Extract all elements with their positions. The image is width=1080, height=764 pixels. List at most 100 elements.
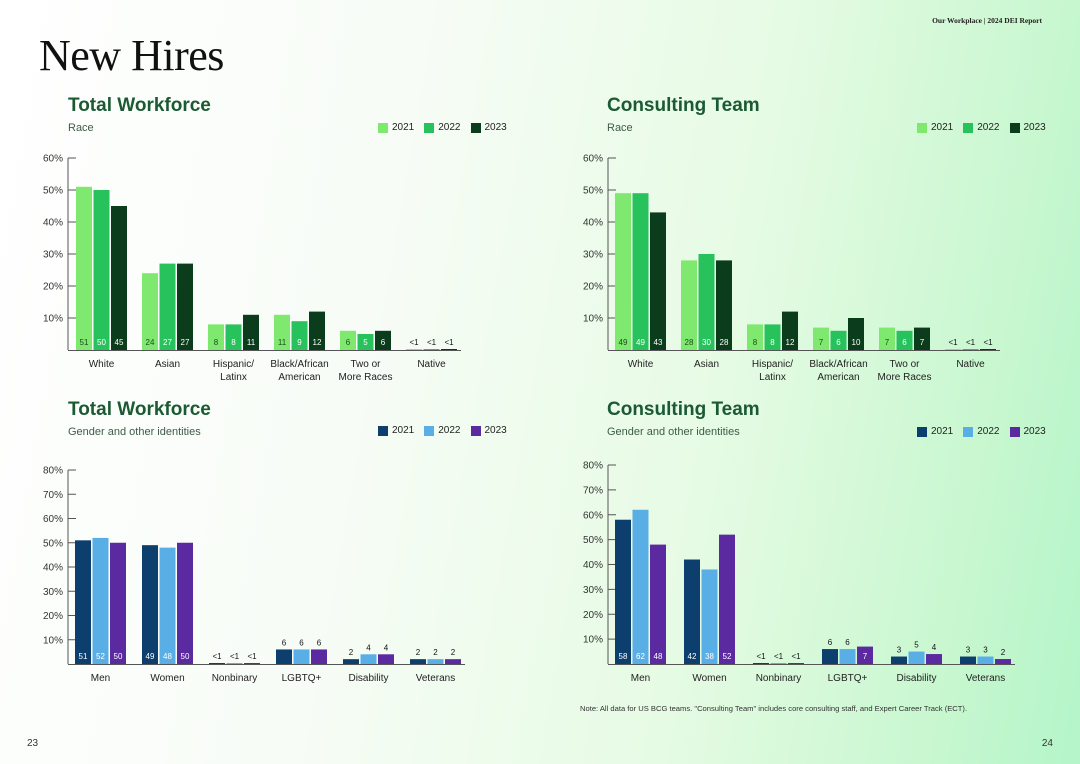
bar: [177, 263, 193, 350]
bar: [76, 186, 92, 350]
category-label: American: [278, 372, 320, 383]
bar-value-label: 51: [80, 338, 89, 347]
page-number-left: 23: [27, 738, 39, 749]
bar-value-label: 48: [163, 652, 172, 661]
bar: [684, 559, 700, 664]
chart-subtitle: Gender and other identities: [607, 426, 740, 438]
footnote: Note: All data for US BCG teams. "Consul…: [580, 704, 968, 713]
bar-value-label: 8: [770, 338, 775, 347]
bar: [698, 254, 715, 350]
bar-value-label: 50: [97, 338, 106, 347]
bar: [406, 349, 422, 350]
category-label: Latinx: [759, 372, 786, 383]
y-tick-label: 70%: [43, 490, 63, 501]
category-label: Veterans: [416, 673, 455, 684]
chart-title: Consulting Team: [607, 95, 760, 116]
bar: [926, 654, 942, 664]
bar-value-label: <1: [230, 652, 240, 661]
bar-value-label: <1: [427, 338, 437, 347]
category-label: White: [89, 359, 115, 370]
y-tick-label: 20%: [43, 611, 63, 622]
category-label: Two or: [350, 359, 381, 370]
category-label: Asian: [694, 359, 719, 370]
y-tick-label: 10%: [583, 635, 603, 646]
bar: [274, 314, 290, 350]
bar: [75, 540, 91, 664]
bar-value-label: 27: [163, 338, 172, 347]
category-label: Disability: [348, 673, 388, 684]
bar-value-label: 6: [902, 338, 907, 347]
legend-label: 2023: [484, 425, 507, 436]
bar: [357, 334, 374, 350]
bar-value-label: 2: [433, 648, 438, 657]
y-tick-label: 60%: [43, 154, 63, 165]
bar: [945, 349, 961, 350]
bar: [441, 349, 457, 350]
category-label: American: [817, 372, 859, 383]
bar-value-label: 4: [932, 643, 937, 652]
bar-value-label: 12: [786, 338, 795, 347]
chart-title: Total Workforce: [68, 95, 211, 116]
bar: [839, 649, 856, 664]
category-label: Asian: [155, 359, 180, 370]
legend-swatch: [963, 122, 974, 133]
bar: [445, 659, 461, 664]
bar-value-label: <1: [444, 338, 454, 347]
category-label: Nonbinary: [212, 673, 258, 684]
bar: [896, 330, 913, 350]
y-tick-label: 60%: [583, 154, 603, 165]
y-tick-label: 10%: [583, 314, 603, 325]
chart-subtitle: Race: [607, 122, 633, 134]
legend-item: 2021: [378, 425, 414, 436]
bar: [632, 193, 649, 350]
legend-label: 2021: [931, 122, 954, 133]
y-tick-label: 40%: [43, 218, 63, 229]
y-tick-label: 10%: [43, 314, 63, 325]
legend-item: 2023: [470, 425, 507, 436]
bar: [142, 545, 158, 664]
chart-subtitle: Gender and other identities: [68, 426, 201, 438]
legend-item: 2023: [1009, 426, 1046, 437]
bar-value-label: 6: [317, 638, 322, 647]
bar-chart-svg: 80% 70% 60% 50% 40% 30% 20% 10% 51 52 50 Men 49 48 50 W…: [43, 466, 465, 684]
legend-label: 2022: [438, 122, 461, 133]
y-tick-label: 50%: [583, 535, 603, 546]
bar-value-label: 51: [79, 652, 88, 661]
category-label: Black/African: [809, 359, 867, 370]
bar: [615, 519, 631, 664]
bar-value-label: 52: [96, 652, 105, 661]
y-tick-label: 30%: [583, 250, 603, 261]
report-header: Our Workplace | 2024 DEI Report: [932, 16, 1042, 25]
legend-swatch: [1009, 122, 1020, 133]
bar: [879, 327, 895, 350]
legend-label: 2021: [392, 122, 415, 133]
bar: [177, 542, 193, 664]
bar-value-label: <1: [966, 338, 976, 347]
legend-item: 2022: [424, 425, 461, 436]
bar: [309, 311, 325, 350]
legend-label: 2021: [392, 425, 415, 436]
y-tick-label: 10%: [43, 635, 63, 646]
bar-value-label: 8: [753, 338, 758, 347]
y-tick-label: 60%: [43, 514, 63, 525]
chart-total-workforce-gender: Total Workforce Gender and other identit…: [0, 0, 540, 700]
category-label: Black/African: [270, 359, 328, 370]
bar-value-label: 6: [845, 638, 850, 647]
y-tick-label: 80%: [583, 461, 603, 472]
chart-legend: 2021 2022 2023: [378, 425, 507, 436]
legend-item: 2022: [963, 426, 1000, 437]
bar: [360, 654, 377, 664]
bar-value-label: 42: [688, 652, 697, 661]
bar-value-label: 3: [966, 646, 971, 655]
legend-item: 2021: [378, 122, 414, 133]
chart-legend: 2021 2022 2023: [917, 122, 1046, 133]
y-tick-label: 40%: [583, 560, 603, 571]
bar: [423, 349, 440, 350]
legend-item: 2021: [917, 426, 953, 437]
bar: [764, 324, 781, 350]
legend-item: 2022: [424, 122, 461, 133]
bar: [225, 324, 242, 350]
bar: [209, 663, 225, 664]
bar: [782, 311, 798, 350]
bar: [681, 260, 697, 350]
